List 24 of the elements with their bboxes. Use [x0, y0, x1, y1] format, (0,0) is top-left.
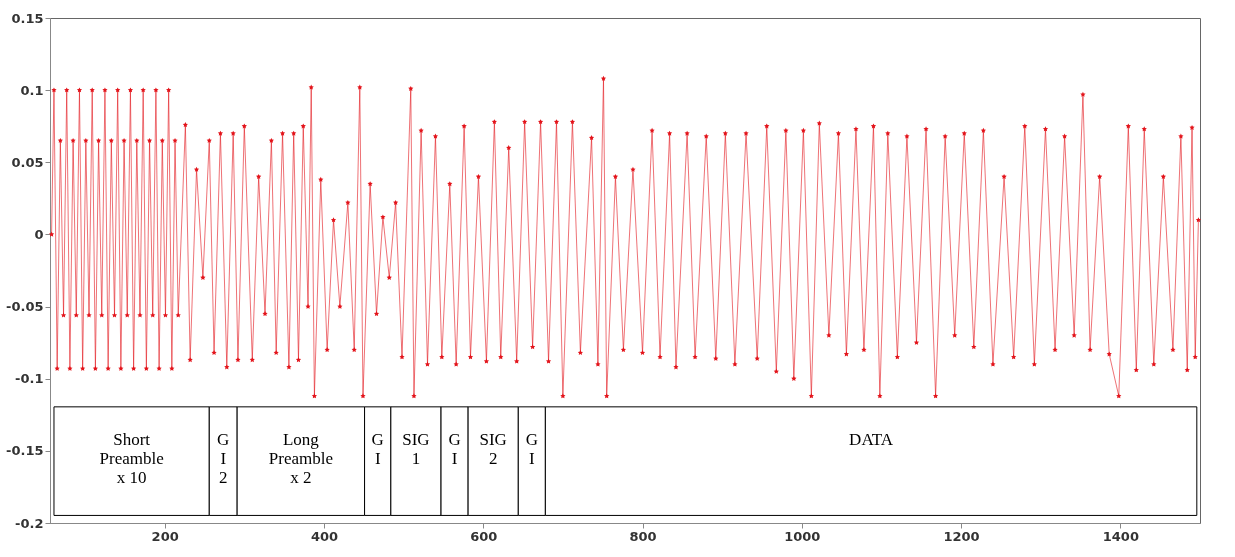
x-tick-label: 1200	[943, 528, 980, 544]
band-label: Long Preamble x 2	[268, 429, 333, 487]
band-label: SIG 1	[402, 429, 430, 468]
y-tick-label: 0.05	[11, 154, 44, 170]
y-tick-label: -0.05	[6, 299, 44, 315]
y-tick-label: -0.1	[15, 371, 44, 387]
y-tick-label: -0.2	[15, 515, 44, 531]
band-label: G I	[371, 429, 384, 468]
y-tick-label: 0.15	[11, 10, 44, 26]
x-tick-label: 400	[310, 528, 339, 544]
x-tick-label: 1000	[784, 528, 821, 544]
band-label: G I 2	[217, 429, 230, 487]
band-label: G I	[525, 429, 538, 468]
y-tick-label: 0	[34, 226, 44, 242]
band-label: Short Preamble x 10	[99, 429, 164, 487]
y-tick-label: 0.1	[20, 82, 44, 98]
x-tick-label: 600	[470, 528, 498, 544]
x-tick-label: 1400	[1102, 528, 1139, 544]
y-tick-label: -0.15	[6, 443, 44, 459]
x-tick-label: 200	[151, 528, 179, 544]
band-label: SIG 2	[479, 429, 507, 468]
band-label: G I	[448, 429, 461, 468]
band-label: DATA	[849, 429, 894, 449]
x-tick-label: 800	[629, 528, 657, 544]
